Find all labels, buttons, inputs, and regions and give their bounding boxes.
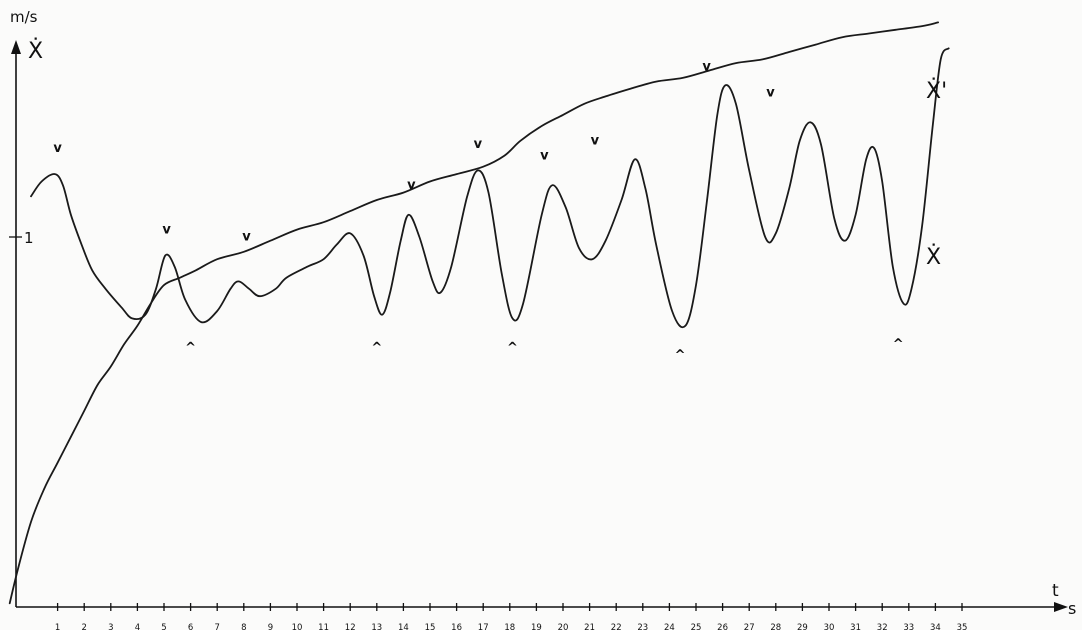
minimum-mark: ^ bbox=[507, 341, 518, 356]
x-tick-label: 32 bbox=[877, 623, 888, 630]
x-tick-label: 6 bbox=[188, 623, 193, 630]
x-tick-label: 34 bbox=[930, 623, 941, 630]
x-tick-label: 8 bbox=[241, 623, 246, 630]
x-tick-label: 2 bbox=[81, 623, 86, 630]
x-tick-label: 14 bbox=[398, 623, 409, 630]
x-ticks: 1 2 3 4 5 6 7 8 9 10 11 12 13 14 15 16 17 18 19 20 21 22 23 24 2… bbox=[55, 603, 968, 630]
y-tick-label: 1 bbox=[24, 229, 34, 247]
x-tick-label: 20 bbox=[558, 623, 569, 630]
series-label-x: Ẋ bbox=[926, 244, 941, 270]
x-tick-label: 10 bbox=[292, 623, 303, 630]
x-tick-label: 28 bbox=[770, 623, 781, 630]
axes bbox=[11, 40, 1068, 612]
series-label-x-prime: Ẋ' bbox=[926, 78, 947, 104]
series-labels: Ẋ' Ẋ bbox=[926, 78, 947, 270]
y-unit-label: m/s bbox=[10, 8, 38, 26]
x-tick-label: 4 bbox=[135, 623, 140, 630]
x-tick-label: 12 bbox=[345, 623, 356, 630]
minimum-mark: ^ bbox=[185, 341, 196, 356]
x-symbol-label: t bbox=[1052, 581, 1059, 601]
maximum-mark: v bbox=[407, 178, 416, 193]
x-tick-label: 24 bbox=[664, 623, 675, 630]
minimum-mark: ^ bbox=[371, 341, 382, 356]
y-axis-arrowhead bbox=[11, 40, 21, 54]
x-tick-label: 29 bbox=[797, 623, 808, 630]
x-tick-label: 33 bbox=[903, 623, 914, 630]
x-tick-label: 35 bbox=[957, 623, 968, 630]
x-tick-label: 22 bbox=[611, 623, 622, 630]
curves bbox=[8, 21, 950, 605]
x-tick-label: 13 bbox=[371, 623, 382, 630]
curve-x-prime bbox=[30, 47, 950, 329]
x-tick-label: 7 bbox=[214, 623, 219, 630]
maximum-mark: v bbox=[540, 148, 549, 163]
y-ticks: 1 bbox=[9, 229, 34, 247]
x-tick-label: 17 bbox=[478, 623, 489, 630]
x-tick-label: 11 bbox=[318, 623, 329, 630]
x-tick-label: 3 bbox=[108, 623, 113, 630]
maximum-mark: v bbox=[53, 141, 62, 156]
x-tick-label: 15 bbox=[425, 623, 436, 630]
x-tick-label: 27 bbox=[744, 623, 755, 630]
x-tick-label: 18 bbox=[504, 623, 515, 630]
x-unit-label: s bbox=[1068, 599, 1076, 618]
maximum-mark: v bbox=[242, 230, 251, 245]
maximum-mark: v bbox=[702, 60, 711, 75]
minimum-mark: ^ bbox=[675, 348, 686, 363]
x-tick-label: 25 bbox=[691, 623, 702, 630]
x-tick-label: 23 bbox=[637, 623, 648, 630]
x-tick-label: 16 bbox=[451, 623, 462, 630]
x-tick-label: 19 bbox=[531, 623, 542, 630]
x-tick-label: 26 bbox=[717, 623, 728, 630]
x-tick-label: 21 bbox=[584, 623, 595, 630]
axis-labels: m/s Ẋ t s bbox=[10, 8, 1076, 618]
x-axis-arrowhead bbox=[1054, 602, 1068, 612]
x-tick-label: 5 bbox=[161, 623, 166, 630]
x-tick-label: 1 bbox=[55, 623, 60, 630]
x-tick-label: 9 bbox=[268, 623, 273, 630]
x-tick-label: 30 bbox=[824, 623, 835, 630]
maximum-mark: v bbox=[766, 85, 775, 100]
y-symbol-label: Ẋ bbox=[28, 38, 43, 64]
x-tick-label: 31 bbox=[850, 623, 861, 630]
maximum-mark: v bbox=[474, 137, 483, 152]
extremum-marks: v v v v v v v v v ^ ^ ^ ^ ^ bbox=[53, 60, 903, 364]
maximum-mark: v bbox=[162, 222, 171, 237]
curve-x bbox=[8, 21, 939, 605]
minimum-mark: ^ bbox=[893, 337, 904, 352]
maximum-mark: v bbox=[591, 134, 600, 149]
